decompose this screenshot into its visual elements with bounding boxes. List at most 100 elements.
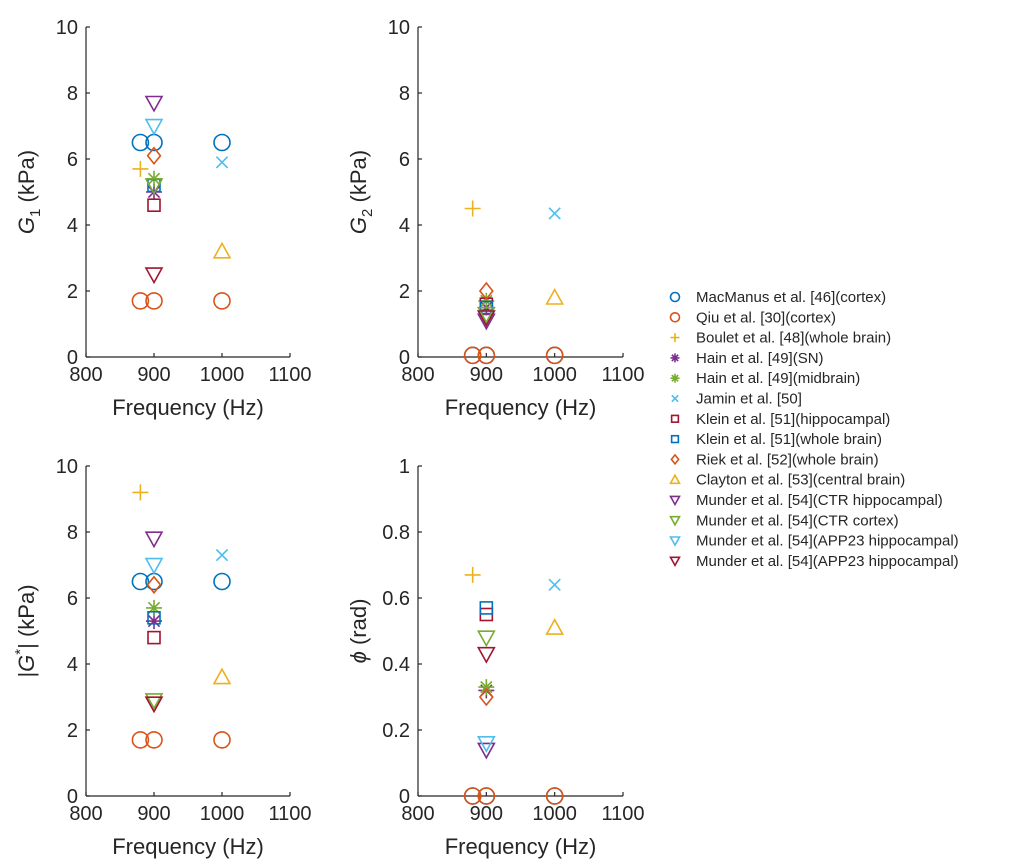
data-point-x — [548, 207, 561, 220]
y-tick-label: 4 — [399, 215, 410, 237]
data-point-circle — [213, 292, 231, 310]
y-tick-label: 4 — [67, 654, 78, 676]
data-point-asterisk — [146, 599, 162, 616]
legend-item: Boulet et al. [48](whole brain) — [670, 330, 891, 347]
legend-marker-square — [670, 434, 680, 444]
data-point-triangle-down — [144, 267, 164, 285]
legend-label: MacManus et al. [46](cortex) — [696, 289, 886, 306]
x-tick-label: 900 — [137, 803, 170, 825]
data-point-circle — [213, 731, 231, 749]
legend-label: Hain et al. [49](midbrain) — [696, 370, 860, 387]
y-tick-label: 0 — [399, 347, 410, 369]
data-point-circle — [463, 787, 482, 805]
legend-marker-square — [670, 414, 680, 423]
data-point-triangle-down — [476, 646, 496, 664]
legend: MacManus et al. [46](cortex) Qiu et al. [… — [669, 289, 959, 570]
panel-4: 800 900 1000 1100 0 0.2 0.4 0.6 0.8 1 Frequency (H… — [346, 456, 645, 859]
data-point-triangle-down — [476, 313, 496, 331]
legend-item: Klein et al. [51](hippocampal) — [670, 411, 890, 428]
legend-label: Munder et al. [54](APP23 hippocampal) — [696, 533, 959, 550]
data-point-circle — [131, 133, 150, 152]
y-tick-label: 10 — [388, 17, 410, 39]
legend-marker-triangle-down — [669, 495, 681, 507]
data-point-triangle-up — [545, 618, 565, 635]
y-tick-label: 6 — [67, 588, 78, 610]
data-point-square — [479, 601, 494, 615]
y-tick-label: 6 — [399, 149, 410, 171]
y-tick-label: 0.6 — [382, 588, 410, 610]
y-axis-label-bar: | — [14, 672, 39, 678]
y-axis-label: |G*| (kPa) — [12, 584, 39, 677]
y-axis-label-superscript: * — [12, 649, 29, 655]
x-tick-label: 1100 — [268, 803, 311, 825]
data-point-diamond — [478, 687, 494, 707]
x-tick-label: 1000 — [200, 803, 245, 825]
y-tick-label: 0 — [399, 786, 410, 808]
y-axis-label: G2 (kPa) — [346, 150, 376, 234]
data-point-plus — [132, 484, 149, 501]
y-axis-label-symbol: ϕ — [346, 651, 371, 663]
legend-item: Munder et al. [54](APP23 hippocampal) — [669, 553, 959, 570]
y-axis-label-symbol: G — [14, 655, 39, 672]
y-axis-label-symbol: G — [346, 217, 371, 234]
legend-marker-asterisk — [670, 373, 680, 383]
y-tick-label: 1 — [399, 456, 410, 478]
legend-label: Klein et al. [51](hippocampal) — [696, 411, 890, 428]
y-axis-label: G1 (kPa) — [14, 150, 44, 234]
data-point-triangle-down — [144, 693, 164, 710]
data-point-square — [147, 630, 161, 645]
x-tick-label: 900 — [470, 364, 503, 386]
legend-label: Klein et al. [51](whole brain) — [696, 431, 882, 448]
y-tick-label: 0.8 — [382, 522, 410, 544]
legend-label: Hain et al. [49](SN) — [696, 350, 824, 367]
data-point-circle — [131, 572, 150, 591]
legend-item: Jamin et al. [50] — [671, 391, 802, 408]
data-point-triangle-down — [144, 118, 164, 136]
legend-marker-asterisk — [670, 353, 680, 363]
panel-1: 800 900 1000 1100 0 2 4 6 8 10 Frequency (Hz) G1 (k… — [14, 17, 312, 420]
data-point-triangle-down — [144, 178, 164, 196]
data-point-circle — [213, 572, 231, 591]
panel-3: 800 900 1000 1100 0 2 4 6 8 10 Frequency (Hz) |G*| … — [12, 456, 312, 859]
x-tick-label: 900 — [470, 803, 503, 825]
data-point-circle — [545, 787, 564, 805]
data-point-circle — [145, 731, 163, 749]
data-point-diamond — [146, 575, 162, 595]
y-axis-label-unit: (kPa) — [14, 150, 39, 209]
legend-item: Munder et al. [54](CTR hippocampal) — [669, 492, 943, 509]
data-point-asterisk — [146, 613, 162, 630]
data-point-circle — [477, 346, 496, 365]
data-point-triangle-up — [545, 287, 565, 305]
data-point-circle — [145, 292, 163, 310]
data-point-circle — [477, 787, 496, 805]
data-point-triangle-down — [144, 531, 164, 549]
y-axis-label-unit: (rad) — [346, 599, 371, 652]
legend-item: Munder et al. [54](APP23 hippocampal) — [669, 533, 959, 550]
x-tick-label: 1000 — [532, 803, 577, 825]
legend-marker-circle — [669, 291, 681, 303]
legend-item: Qiu et al. [30](cortex) — [669, 309, 836, 326]
legend-marker-triangle-up — [669, 473, 681, 485]
data-point-square — [147, 610, 161, 625]
legend-label: Qiu et al. [30](cortex) — [696, 309, 836, 326]
data-point-square — [147, 198, 161, 212]
y-axis-label-symbol: G — [14, 217, 39, 234]
y-axis-label-subscript: 1 — [27, 209, 44, 217]
legend-marker-triangle-down — [669, 556, 681, 568]
x-axis-label: Frequency (Hz) — [112, 834, 264, 859]
y-axis-label-subscript: 2 — [359, 209, 376, 217]
y-tick-label: 10 — [56, 456, 78, 478]
y-tick-label: 8 — [67, 83, 78, 105]
legend-item: Klein et al. [51](whole brain) — [670, 431, 882, 448]
x-tick-label: 900 — [137, 364, 170, 386]
x-axis-label: Frequency (Hz) — [445, 834, 597, 859]
data-point-plus — [464, 200, 481, 217]
legend-item: Hain et al. [49](midbrain) — [670, 370, 860, 387]
y-tick-label: 8 — [67, 522, 78, 544]
y-axis-label-unit: | (kPa) — [14, 584, 39, 648]
data-point-circle — [213, 133, 231, 152]
data-point-diamond — [478, 281, 494, 301]
legend-label: Munder et al. [54](APP23 hippocampal) — [696, 553, 959, 570]
data-point-x — [215, 156, 229, 169]
